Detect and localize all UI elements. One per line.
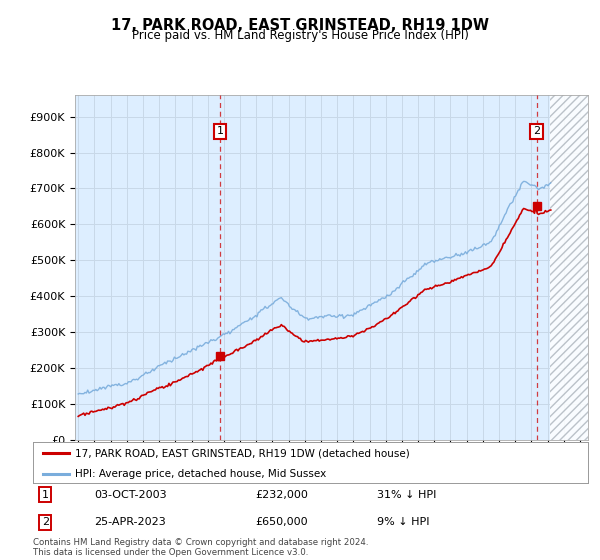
Bar xyxy=(550,95,588,440)
Text: 17, PARK ROAD, EAST GRINSTEAD, RH19 1DW: 17, PARK ROAD, EAST GRINSTEAD, RH19 1DW xyxy=(111,18,489,33)
Text: 1: 1 xyxy=(42,490,49,500)
Text: £232,000: £232,000 xyxy=(255,490,308,500)
Text: 25-APR-2023: 25-APR-2023 xyxy=(94,517,166,528)
Text: Price paid vs. HM Land Registry's House Price Index (HPI): Price paid vs. HM Land Registry's House … xyxy=(131,29,469,42)
Text: 2: 2 xyxy=(41,517,49,528)
Text: 03-OCT-2003: 03-OCT-2003 xyxy=(94,490,167,500)
Text: Contains HM Land Registry data © Crown copyright and database right 2024.
This d: Contains HM Land Registry data © Crown c… xyxy=(33,538,368,557)
Text: £650,000: £650,000 xyxy=(255,517,308,528)
Text: 1: 1 xyxy=(217,127,223,137)
Text: 17, PARK ROAD, EAST GRINSTEAD, RH19 1DW (detached house): 17, PARK ROAD, EAST GRINSTEAD, RH19 1DW … xyxy=(74,449,409,458)
Text: 31% ↓ HPI: 31% ↓ HPI xyxy=(377,490,436,500)
Text: 9% ↓ HPI: 9% ↓ HPI xyxy=(377,517,430,528)
Text: HPI: Average price, detached house, Mid Sussex: HPI: Average price, detached house, Mid … xyxy=(74,469,326,479)
Text: 2: 2 xyxy=(533,127,540,137)
